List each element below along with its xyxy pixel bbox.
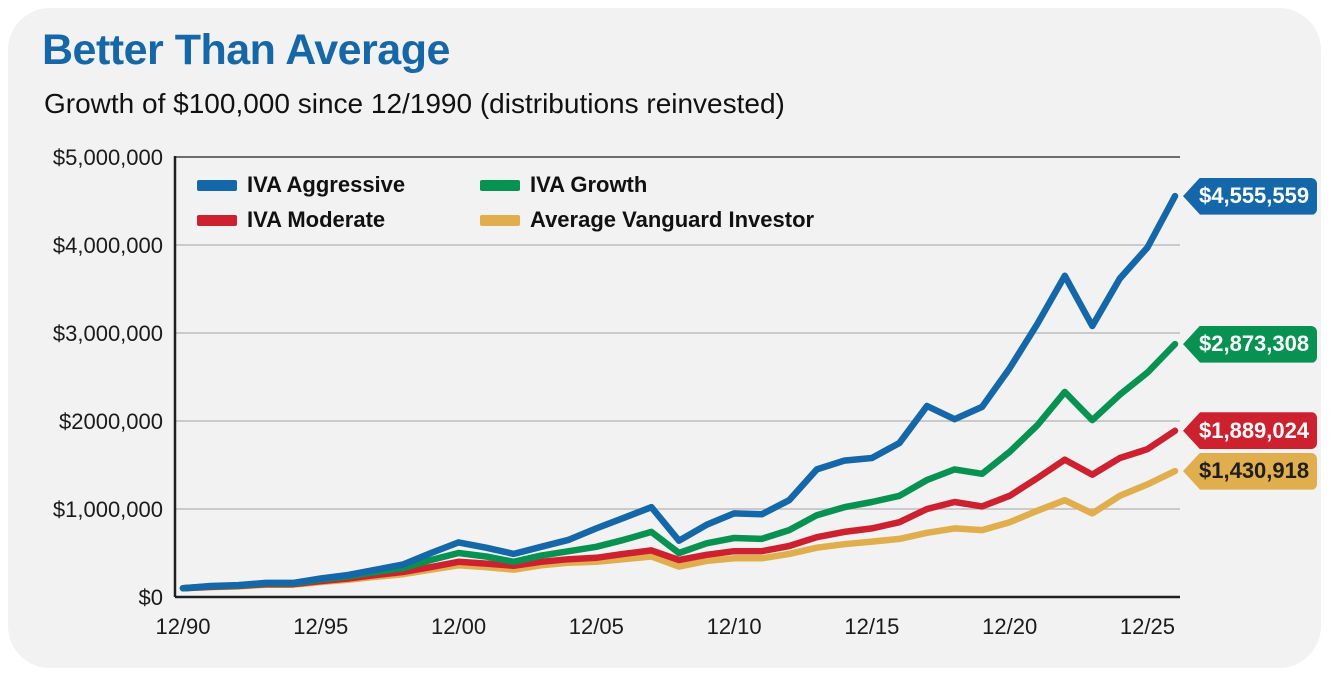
legend-label-average-vanguard-investor: Average Vanguard Investor: [530, 207, 815, 232]
y-tick-label: $2000,000: [59, 409, 163, 434]
x-tick-label: 12/20: [982, 614, 1037, 639]
legend-item-average-vanguard-investor: Average Vanguard Investor: [480, 207, 814, 233]
legend: IVA Aggressive IVA Growth IVA Moderate A…: [197, 172, 814, 233]
legend-label-iva-moderate: IVA Moderate: [247, 207, 386, 232]
x-tick-label: 12/10: [707, 614, 762, 639]
legend-swatch-average-vanguard-investor: [480, 214, 520, 226]
line-iva-aggressive: [179, 192, 1179, 592]
y-tick-label: $4,000,000: [53, 233, 163, 258]
y-tick-label: $0: [139, 585, 163, 610]
y-tick-label: $1,000,000: [53, 497, 163, 522]
legend-item-iva-growth: IVA Growth: [480, 172, 814, 198]
x-tick-label: 12/25: [1120, 614, 1175, 639]
legend-item-iva-moderate: IVA Moderate: [197, 207, 480, 233]
legend-swatch-iva-moderate: [197, 214, 237, 226]
x-tick-label: 12/90: [155, 614, 210, 639]
legend-label-iva-aggressive: IVA Aggressive: [247, 172, 406, 197]
line-iva-growth: [179, 340, 1179, 592]
end-value-callout-iva-aggressive: $4,555,559: [1183, 177, 1318, 215]
chart-subtitle: Growth of $100,000 since 12/1990 (distri…: [44, 88, 785, 119]
x-tick-label: 12/15: [844, 614, 899, 639]
legend-swatch-iva-aggressive: [197, 179, 237, 191]
x-tick-label: 12/05: [569, 614, 624, 639]
y-tick-label: $5,000,000: [53, 145, 163, 170]
legend-swatch-iva-growth: [480, 179, 520, 191]
end-value-callout-iva-moderate: $1,889,024: [1183, 412, 1318, 450]
legend-item-iva-aggressive: IVA Aggressive: [197, 172, 480, 198]
end-value-callout-average-vanguard-investor: $1,430,918: [1183, 452, 1318, 490]
end-value-callout-iva-growth: $2,873,308: [1183, 325, 1318, 363]
chart-title: Better Than Average: [42, 26, 450, 74]
x-tick-label: 12/00: [431, 614, 486, 639]
legend-label-iva-growth: IVA Growth: [530, 172, 648, 197]
y-tick-label: $3,000,000: [53, 321, 163, 346]
x-tick-label: 12/95: [293, 614, 348, 639]
